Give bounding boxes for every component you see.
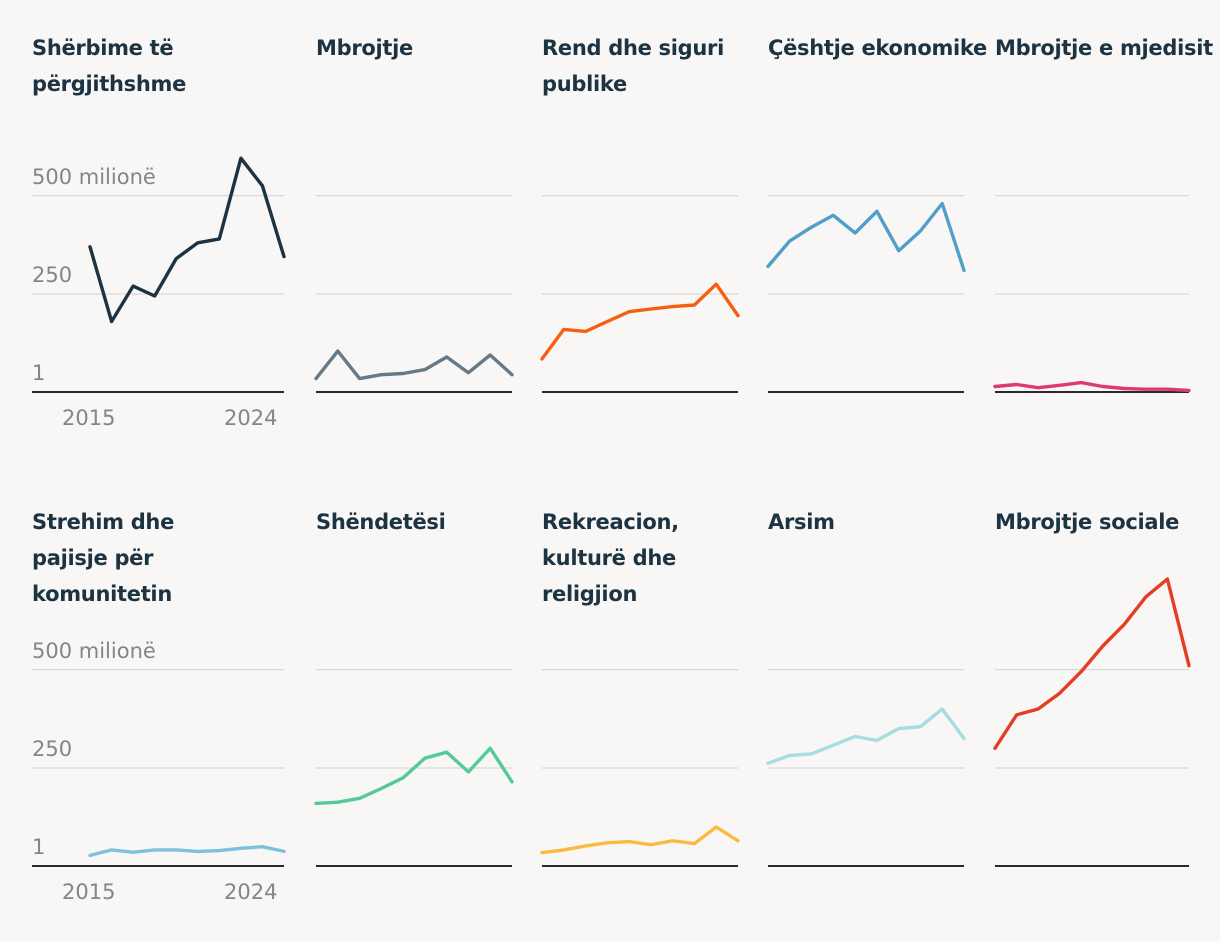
panel-title: Mbrojtje xyxy=(316,36,413,60)
y-tick-label: 250 xyxy=(32,262,73,287)
series-line xyxy=(88,845,286,858)
panel-title: Çështje ekonomike xyxy=(768,36,987,60)
panel-title: Shëndetësi xyxy=(316,510,446,534)
y-tick-label: 500 milionë xyxy=(32,638,156,663)
panel-chart xyxy=(993,577,1191,867)
panel-title: Arsim xyxy=(768,510,835,534)
series-line xyxy=(993,380,1191,393)
panel-7: Shëndetësi xyxy=(314,474,514,914)
panel-3: Rend dhe siguri publike xyxy=(540,0,740,440)
panel-5: Mbrojtje e mjedisit xyxy=(993,0,1213,440)
panel-6: Strehim dhe pajisje për komunitetin 1 250 5… xyxy=(32,474,286,914)
panel-8: Rekreacion, kulturë dhe religjion xyxy=(540,474,740,914)
series-line xyxy=(314,349,514,381)
panel-chart xyxy=(32,668,286,867)
panel-chart xyxy=(766,668,966,867)
panel-title: Mbrojtje sociale xyxy=(995,510,1180,534)
panel-1: Shërbime të përgjithshme 1 250 500 milionë 2… xyxy=(32,0,286,440)
series-line xyxy=(540,282,740,361)
panel-chart xyxy=(540,194,740,393)
y-tick-label: 1 xyxy=(32,361,46,385)
panel-chart xyxy=(766,194,966,393)
series-line xyxy=(993,577,1191,750)
series-line xyxy=(540,825,740,855)
panel-chart xyxy=(314,668,514,867)
panel-chart xyxy=(540,668,740,867)
x-tick-label: 2024 xyxy=(224,406,278,430)
series-line xyxy=(314,746,514,806)
y-tick-label: 500 milionë xyxy=(32,164,156,189)
panel-title: Rekreacion, kulturë dhe religjion xyxy=(542,510,679,606)
y-tick-label: 250 xyxy=(32,736,73,761)
panel-title: Rend dhe siguri publike xyxy=(542,36,724,96)
panel-2: Mbrojtje xyxy=(314,0,514,440)
panel-title: Mbrojtje e mjedisit xyxy=(995,36,1213,60)
x-tick-label: 2015 xyxy=(62,880,116,904)
series-line xyxy=(88,156,286,324)
x-tick-label: 2015 xyxy=(62,406,116,430)
y-tick-label: 1 xyxy=(32,835,46,859)
panel-4: Çështje ekonomike xyxy=(766,0,987,440)
series-line xyxy=(766,707,966,765)
series-line xyxy=(766,201,966,273)
panel-10: Mbrojtje sociale xyxy=(993,474,1191,914)
x-tick-label: 2024 xyxy=(224,880,278,904)
panel-title: Shërbime të përgjithshme xyxy=(32,36,187,96)
panel-chart xyxy=(993,194,1191,393)
panel-9: Arsim xyxy=(766,474,966,914)
panel-chart xyxy=(314,194,514,393)
panel-title: Strehim dhe pajisje për komunitetin xyxy=(32,510,175,606)
panel-chart xyxy=(32,156,286,393)
